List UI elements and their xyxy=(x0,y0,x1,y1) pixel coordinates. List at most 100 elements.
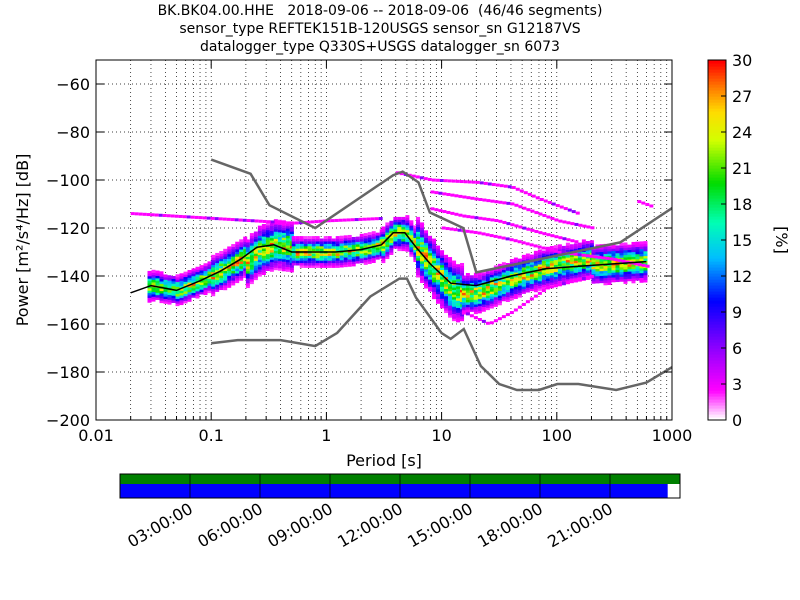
ppsd-cell xyxy=(343,240,348,244)
ppsd-cell xyxy=(611,272,616,276)
ppsd-cell xyxy=(223,275,228,279)
ppsd-outlier-cell xyxy=(330,219,335,223)
ppsd-cell xyxy=(397,240,402,244)
ppsd-cell xyxy=(416,260,421,264)
ppsd-outlier-cell xyxy=(563,207,568,211)
ppsd-cell xyxy=(315,264,320,268)
ppsd-cell xyxy=(253,255,258,259)
ppsd-cell xyxy=(631,246,636,250)
ppsd-cell xyxy=(163,284,168,288)
ppsd-cell xyxy=(545,263,550,267)
ppsd-cell xyxy=(611,264,616,268)
ppsd-cell xyxy=(569,261,574,265)
ppsd-cell xyxy=(545,275,550,279)
ppsd-cell xyxy=(553,273,558,277)
ppsd-outlier-cell xyxy=(581,253,586,257)
colorbar-segment xyxy=(708,291,726,295)
ppsd-cell xyxy=(517,268,522,272)
ppsd-cell xyxy=(405,241,410,245)
ppsd-cell xyxy=(187,286,192,290)
colorbar-segment xyxy=(708,312,726,316)
ppsd-cell xyxy=(223,253,228,257)
colorbar-segment xyxy=(708,186,726,190)
ppsd-cell xyxy=(405,215,410,219)
ppsd-cell xyxy=(639,270,644,274)
ppsd-cell xyxy=(541,250,546,254)
ppsd-cell xyxy=(460,265,465,269)
ppsd-cell xyxy=(199,286,204,290)
ppsd-outlier-cell xyxy=(529,297,534,301)
ppsd-cell xyxy=(327,260,332,264)
colorbar-segment xyxy=(708,156,726,160)
ppsd-cell xyxy=(335,255,340,259)
ppsd-cell xyxy=(501,295,506,299)
ppsd-cell xyxy=(363,257,368,261)
ppsd-cell xyxy=(245,261,250,265)
ppsd-outlier-cell xyxy=(522,226,527,230)
ppsd-cell xyxy=(569,273,574,277)
ppsd-cell xyxy=(585,265,590,269)
ppsd-cell xyxy=(477,274,482,278)
ppsd-cell xyxy=(367,258,372,262)
ppsd-cell xyxy=(211,257,216,261)
ppsd-cell xyxy=(428,281,433,285)
ppsd-cell xyxy=(493,284,498,288)
ppsd-outlier-cell xyxy=(590,226,595,230)
ppsd-outlier-cell xyxy=(575,211,580,215)
ppsd-cell xyxy=(409,246,414,250)
ppsd-cell xyxy=(465,294,470,298)
timeline-tick-label: 03:00:00 xyxy=(124,499,196,551)
colorbar-tick-label: 9 xyxy=(732,303,742,322)
ppsd-cell xyxy=(257,240,262,244)
ppsd-cell xyxy=(452,289,457,293)
ppsd-cell xyxy=(249,278,254,282)
ppsd-outlier-cell xyxy=(146,213,151,217)
ppsd-cell xyxy=(231,263,236,267)
ppsd-cell xyxy=(444,281,449,285)
ppsd-outlier-cell xyxy=(585,254,590,258)
ppsd-cell xyxy=(409,249,414,253)
ppsd-cell xyxy=(343,237,348,241)
ppsd-cell xyxy=(428,288,433,292)
ppsd-cell xyxy=(549,245,554,249)
ppsd-cell xyxy=(615,276,620,280)
ppsd-cell xyxy=(440,305,445,309)
ppsd-cell xyxy=(363,259,368,263)
ppsd-cell xyxy=(489,298,494,302)
ppsd-cell xyxy=(643,257,648,261)
ppsd-cell xyxy=(469,282,474,286)
ppsd-cell xyxy=(452,315,457,319)
ppsd-cell xyxy=(505,294,510,298)
ppsd-cell xyxy=(215,257,220,261)
ppsd-outlier-cell xyxy=(419,176,424,180)
ppsd-cell xyxy=(413,232,418,236)
ppsd-cell xyxy=(155,294,160,298)
ppsd-cell xyxy=(428,259,433,263)
ppsd-cell xyxy=(219,265,224,269)
ppsd-cell xyxy=(285,232,290,236)
ppsd-cell xyxy=(257,230,262,234)
ppsd-cell xyxy=(277,229,282,233)
ppsd-cell xyxy=(420,268,425,272)
colorbar-label: [%] xyxy=(772,226,791,254)
ppsd-outlier-cell xyxy=(490,218,495,222)
ppsd-cell xyxy=(273,243,278,247)
ppsd-cell xyxy=(505,270,510,274)
ppsd-cell xyxy=(285,228,290,232)
colorbar-segment xyxy=(708,114,726,118)
ppsd-cell xyxy=(549,281,554,285)
ppsd-cell xyxy=(416,219,421,223)
ppsd-cell xyxy=(389,239,394,243)
ppsd-cell xyxy=(183,274,188,278)
ppsd-outlier-cell xyxy=(350,218,355,222)
ppsd-cell xyxy=(432,238,437,242)
ppsd-cell xyxy=(416,245,421,249)
ppsd-cell xyxy=(416,262,421,266)
colorbar-segment xyxy=(708,399,726,403)
colorbar-segment xyxy=(708,363,726,367)
ppsd-cell xyxy=(513,291,518,295)
ppsd-cell xyxy=(281,253,286,257)
ppsd-cell xyxy=(289,226,294,230)
ppsd-cell xyxy=(265,260,270,264)
colorbar-segment xyxy=(708,234,726,238)
